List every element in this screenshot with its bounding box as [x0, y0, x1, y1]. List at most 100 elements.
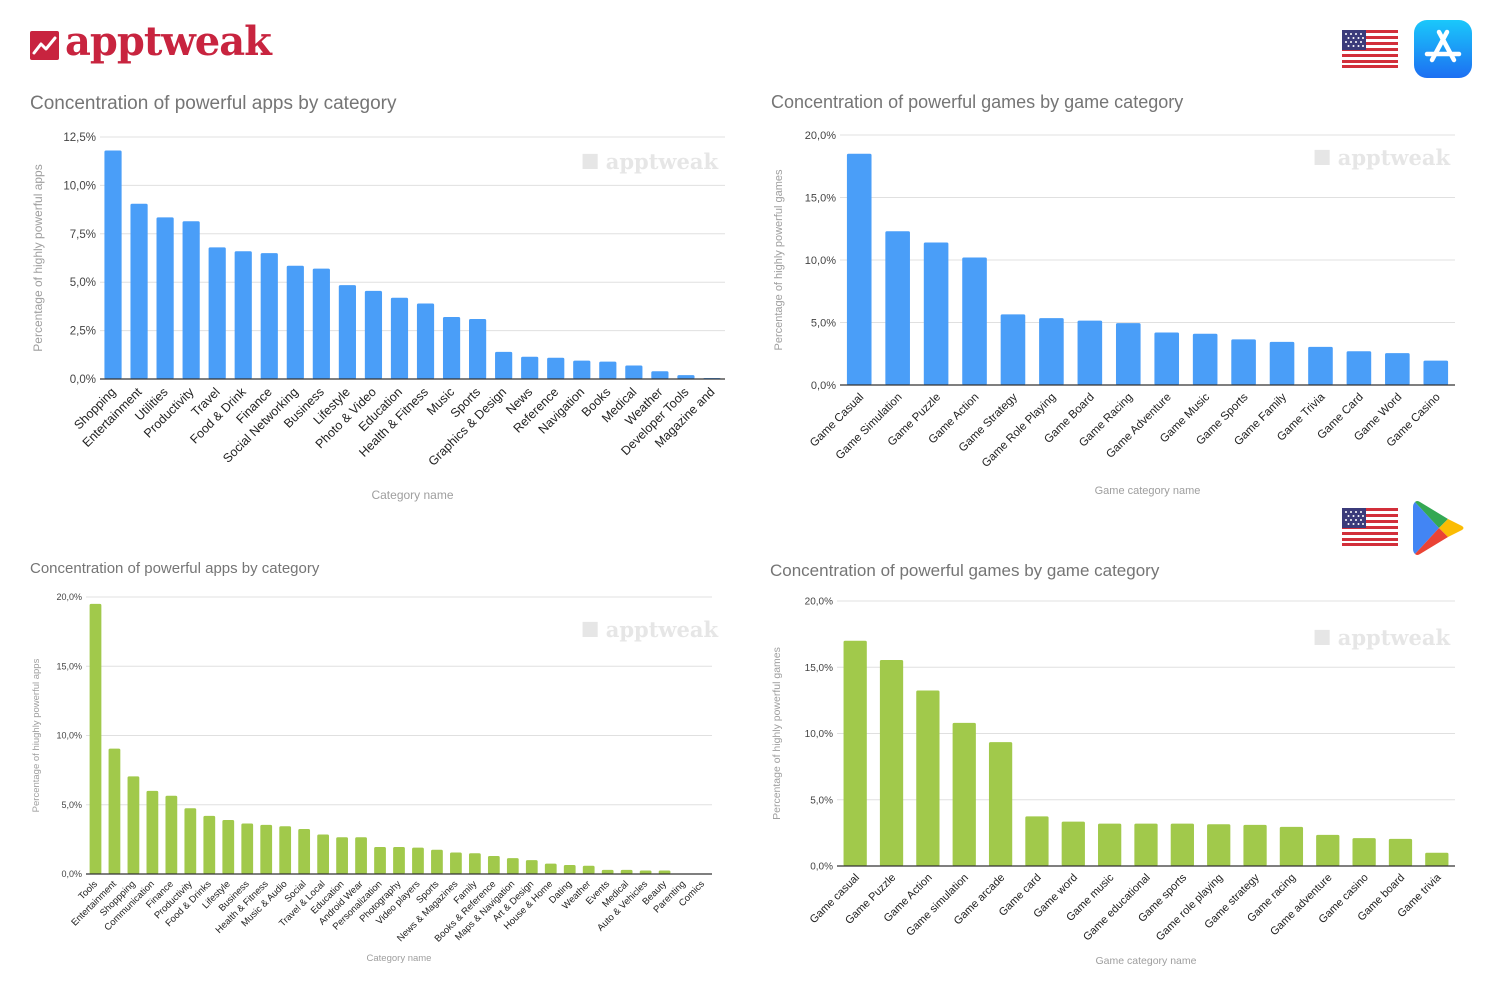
watermark-text: apptweak — [606, 617, 719, 642]
bar — [260, 253, 278, 379]
apptweak-logo: apptweak — [30, 18, 272, 66]
bar — [416, 303, 435, 379]
bar — [651, 371, 669, 379]
bar — [879, 659, 904, 866]
bar — [338, 285, 356, 379]
watermark-text: apptweak — [1338, 625, 1451, 650]
bar — [1243, 824, 1267, 866]
bar — [1425, 852, 1449, 866]
bar — [1308, 346, 1333, 385]
bar — [563, 864, 576, 874]
x-axis-title: Category name — [371, 488, 453, 502]
bar — [469, 318, 487, 379]
y-tick-label: 20,0% — [805, 597, 833, 608]
bar — [658, 870, 671, 874]
bar — [1077, 320, 1103, 385]
y-tick-label: 5,0% — [61, 800, 82, 810]
bar — [962, 257, 987, 385]
bar — [923, 242, 949, 385]
bar — [1316, 834, 1340, 866]
y-tick-label: 0,0% — [811, 380, 836, 392]
bar — [279, 826, 292, 874]
watermark-trend-icon — [582, 153, 598, 169]
y-tick-label: 0,0% — [61, 869, 82, 879]
bar — [521, 356, 539, 379]
x-category-label: Game simulation — [904, 872, 971, 939]
bar — [393, 846, 405, 874]
x-category-label: Game role playing — [1154, 872, 1226, 944]
bar — [468, 853, 481, 874]
bar — [364, 290, 383, 379]
y-tick-label: 20,0% — [805, 130, 836, 142]
watermark-logo: apptweak — [582, 617, 719, 642]
bar — [525, 860, 538, 874]
bar — [108, 748, 121, 874]
chart-title: Concentration of powerful games by game … — [771, 92, 1183, 112]
bar — [222, 819, 235, 874]
bar — [390, 297, 409, 379]
chart-title: Concentration of powerful apps by catego… — [30, 93, 397, 114]
bar — [130, 203, 148, 379]
watermark-trend-icon — [1314, 629, 1330, 645]
bar — [625, 365, 643, 379]
bar — [1025, 816, 1049, 866]
bar — [1346, 351, 1372, 385]
bar — [1231, 339, 1256, 385]
x-axis-title: Category name — [367, 953, 432, 964]
x-category-label: Game educational — [1081, 872, 1153, 944]
bar — [843, 640, 867, 866]
y-tick-label: 20,0% — [56, 592, 82, 602]
bar — [146, 790, 159, 874]
bar — [1134, 823, 1158, 866]
bar — [317, 834, 330, 874]
bar — [916, 690, 940, 866]
bar — [104, 150, 122, 379]
app-store-icon — [1414, 20, 1472, 78]
bar — [1352, 838, 1376, 866]
y-tick-label: 10,0% — [805, 729, 833, 740]
y-tick-label: 10,0% — [805, 255, 836, 267]
bar — [547, 357, 565, 379]
bar — [1061, 821, 1085, 866]
y-axis-title: Percentage of highly powerful games — [773, 169, 785, 350]
bar — [234, 251, 252, 379]
bar — [1154, 332, 1180, 385]
bar — [260, 824, 273, 874]
bar — [355, 837, 367, 874]
bar — [573, 360, 591, 379]
bar — [1207, 824, 1231, 866]
bar — [286, 265, 304, 379]
bar — [450, 852, 462, 874]
bar — [601, 869, 614, 874]
google-play-icon — [1413, 501, 1464, 555]
bar — [639, 870, 652, 874]
bar — [1269, 341, 1295, 385]
us-flag-icon — [1342, 508, 1398, 546]
trend-chart-icon — [30, 30, 59, 60]
bar — [89, 603, 102, 874]
x-category-label: Game adventure — [1268, 872, 1334, 938]
chart-title: Concentration of powerful apps by catego… — [30, 560, 320, 577]
bar — [336, 837, 348, 874]
bar — [1170, 823, 1194, 866]
y-tick-label: 10,0% — [63, 180, 96, 192]
y-tick-label: 0,0% — [810, 862, 833, 873]
y-tick-label: 15,0% — [805, 192, 836, 204]
y-axis-title: Percentage of hiughly powerful apps — [31, 658, 42, 812]
y-tick-label: 7,5% — [70, 229, 96, 241]
x-axis-title: Game category name — [1095, 485, 1201, 497]
chart-title: Concentration of powerful games by game … — [770, 561, 1160, 580]
bar — [127, 776, 140, 874]
bar — [544, 863, 557, 874]
bar — [1423, 360, 1449, 385]
watermark-text: apptweak — [1338, 145, 1451, 170]
watermark-trend-icon — [582, 621, 598, 637]
us-flag-icon — [1342, 30, 1398, 68]
y-tick-label: 15,0% — [805, 663, 833, 674]
bar — [599, 361, 617, 379]
y-tick-label: 5,0% — [810, 795, 833, 806]
y-tick-label: 2,5% — [70, 326, 96, 338]
y-axis-title: Percentage of highly powerful games — [771, 647, 783, 820]
